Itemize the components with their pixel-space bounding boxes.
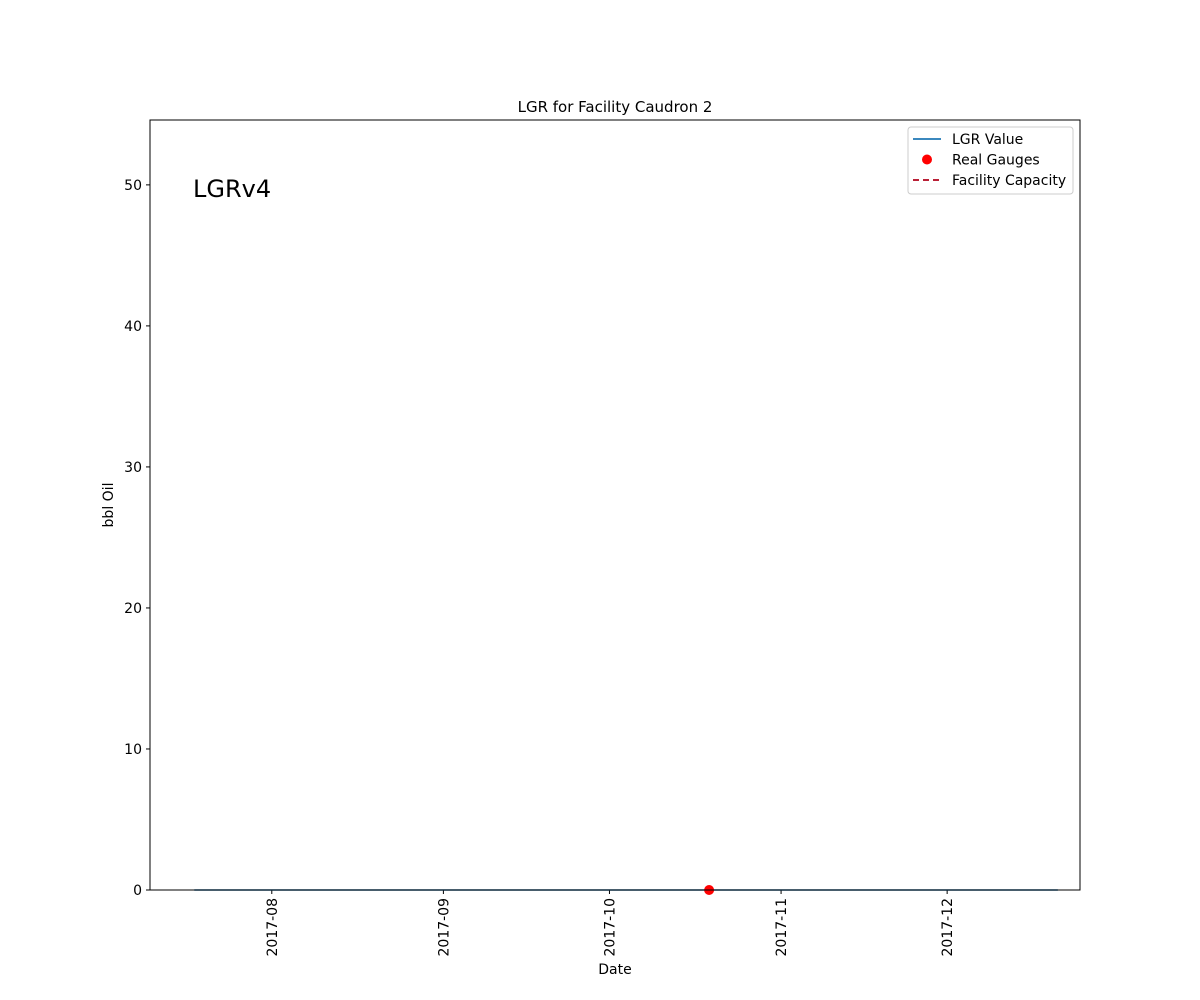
x-tick-label: 2017-11 (774, 898, 790, 957)
legend-entry: Real Gauges (922, 153, 1040, 169)
y-tick-label: 20 (124, 601, 142, 617)
x-axis-ticks: 2017-08 2017-09 2017-10 2017-11 2017-12 (265, 890, 956, 957)
legend: LGR Value Real Gauges Facility Capacity (907, 126, 1074, 195)
y-tick-label: 30 (124, 460, 142, 476)
x-tick-label: 2017-09 (436, 898, 452, 957)
y-tick-label: 40 (124, 319, 142, 335)
plot-area (150, 120, 1080, 890)
y-tick-label: 0 (133, 883, 142, 899)
chart-annotation: LGRv4 (193, 175, 271, 203)
y-axis-title: bbl Oil (101, 483, 117, 528)
x-tick-label: 2017-10 (602, 898, 618, 957)
legend-marker (922, 154, 932, 165)
x-tick-label: 2017-12 (940, 898, 956, 957)
legend-label: Facility Capacity (952, 173, 1066, 189)
chart-title: LGR for Facility Caudron 2 (518, 98, 713, 116)
legend-label: LGR Value (952, 132, 1023, 148)
x-tick-label: 2017-08 (265, 898, 281, 957)
plot-frame (149, 119, 1081, 891)
y-tick-label: 10 (124, 742, 142, 758)
legend-box (907, 126, 1074, 195)
y-axis-ticks: 0 10 20 30 40 50 (124, 178, 150, 899)
legend-label: Real Gauges (952, 153, 1040, 169)
legend-entry: Facility Capacity (913, 173, 1066, 189)
y-tick-label: 50 (124, 178, 142, 194)
x-axis-title: Date (598, 962, 631, 978)
legend-entry: LGR Value (913, 132, 1023, 148)
